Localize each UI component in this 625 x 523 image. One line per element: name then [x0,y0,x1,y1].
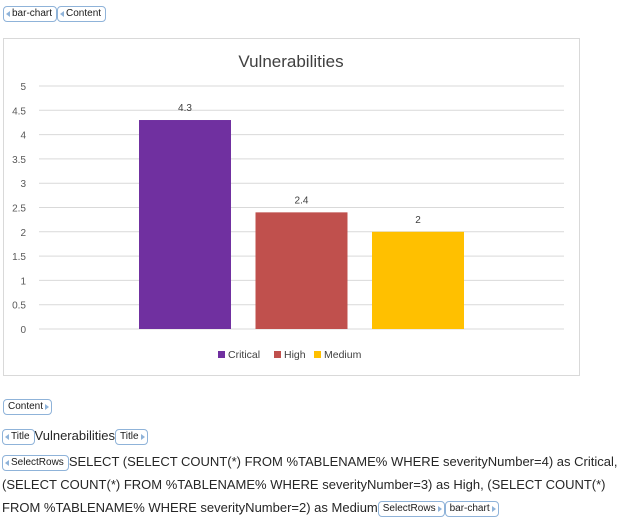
select-rows-open-tag[interactable]: SelectRows [2,454,69,471]
chart-title: Vulnerabilities [238,52,343,71]
chart-container[interactable]: Vulnerabilities 0 0.5 1 1.5 2 2.5 3 3.5 4 4.5 5 4.3 2… [3,38,580,376]
select-rows-paragraph: SelectRows SELECT (SELECT COUNT(*) FROM %… [2,450,622,519]
y-tick-label: 2.5 [12,204,26,215]
data-label-medium: 2 [415,215,421,226]
data-label-high: 2.4 [295,195,309,206]
y-tick-label: 2 [20,228,26,239]
y-tick-label: 3.5 [12,155,26,166]
y-tick-label: 1.5 [12,252,26,263]
data-label-critical: 4.3 [178,103,192,114]
y-tick-label: 4.5 [12,106,26,117]
y-tick-label: 1 [20,276,26,287]
top-tag-row: bar-chart Content [3,5,107,23]
y-tick-label: 5 [20,82,26,93]
title-close-tag[interactable]: Title [114,428,148,445]
y-tick-label: 4 [20,131,26,142]
content-open-tag[interactable]: Content [57,5,107,22]
bar-high [255,212,348,329]
legend-swatch-critical [218,351,225,358]
legend-label-high: High [284,349,306,361]
bar-medium [372,231,464,329]
title-text[interactable]: Vulnerabilities [34,428,115,443]
bar-critical [139,120,231,330]
y-tick-label: 3 [20,179,26,190]
bar-chart-close-tag[interactable]: bar-chart [444,500,499,517]
bar-chart: Vulnerabilities 0 0.5 1 1.5 2 2.5 3 3.5 4 4.5 5 4.3 2… [12,52,564,361]
legend-swatch-high [274,351,281,358]
select-rows-close-tag[interactable]: SelectRows [377,500,445,517]
bar-chart-open-tag[interactable]: bar-chart [3,5,58,22]
y-tick-label: 0 [20,325,26,336]
legend-label-critical: Critical [228,349,260,361]
content-close-tag[interactable]: Content [3,398,53,415]
title-open-tag[interactable]: Title [2,428,35,445]
y-tick-label: 0.5 [12,301,26,312]
legend-swatch-medium [314,351,321,358]
query-text[interactable]: SELECT (SELECT COUNT(*) FROM %TABLENAME%… [2,454,618,515]
content-tag-row: Content [3,398,53,416]
title-paragraph: Title Vulnerabilities Title [2,424,622,447]
legend-label-medium: Medium [324,349,362,361]
